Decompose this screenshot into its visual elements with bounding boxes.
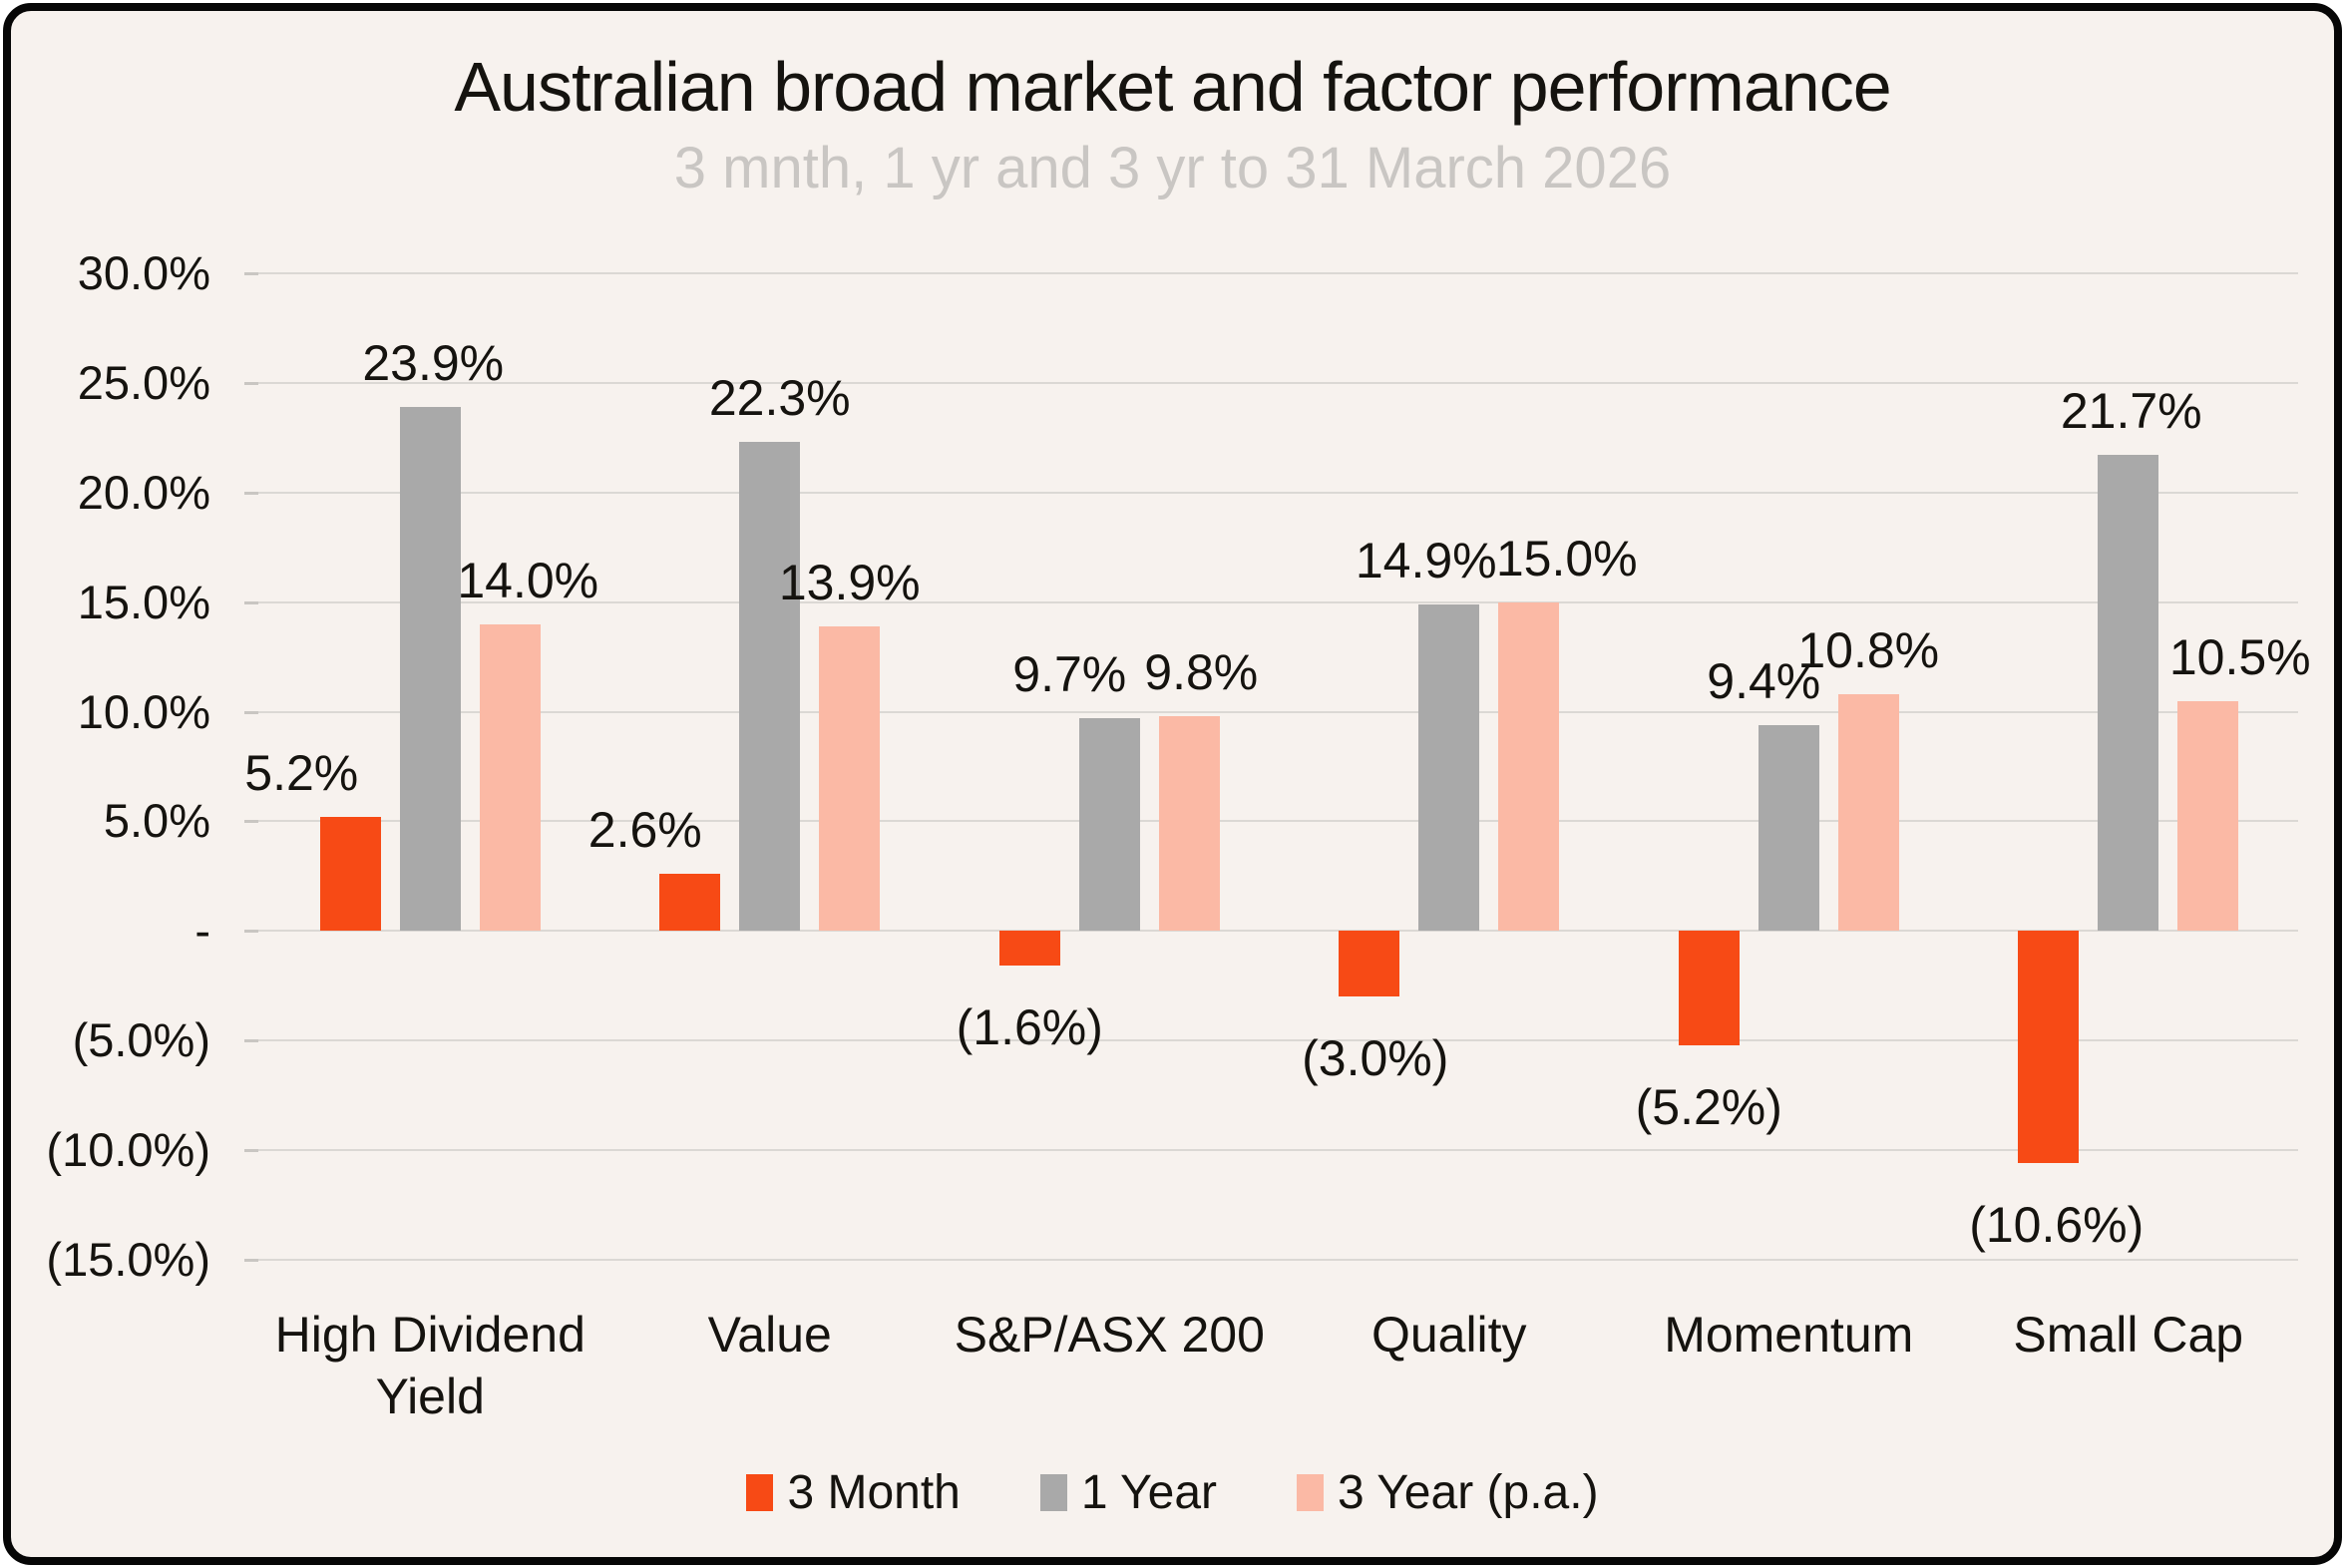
data-label: (1.6%) [956,999,1103,1056]
x-axis-category-label: S&P/ASX 200 [954,1307,1265,1363]
x-axis-category-label: Small Cap [2013,1307,2244,1363]
data-label: 23.9% [362,335,505,392]
x-axis-category-label: Value [707,1307,832,1363]
x-axis-category-label: High Dividend Yield [274,1307,586,1424]
bar-3-month [319,817,381,932]
plot-area: 30.0% 25.0% 20.0% 15.0% 10.0% 5.0% - (5.0%) (10.… [11,11,2345,1568]
y-axis-tick-label: - [195,904,210,958]
bar-1-year [399,407,461,932]
y-axis-tick-label: 25.0% [77,355,210,409]
bar-1-year [1078,718,1140,932]
chart-card: Australian broad market and factor perfo… [3,3,2342,1565]
data-label: 2.6% [587,802,702,859]
x-axis-category-label: Momentum [1664,1307,1914,1363]
legend-swatch [1297,1474,1325,1511]
data-label: 21.7% [2060,383,2202,440]
legend-label: 1 Year [1080,1466,1218,1519]
legend-item: 1 Year [1039,1465,1218,1520]
y-axis-tick [244,710,258,714]
x-axis-category-label: Quality [1370,1307,1527,1363]
bar-1-year [1758,724,1819,932]
data-label: (5.2%) [1635,1078,1782,1135]
gridline [258,1258,2298,1261]
bar-1-year [2098,455,2159,932]
y-axis-tick [244,491,258,495]
y-axis-tick [244,930,258,934]
bar-3-month [1339,931,1400,997]
gridline [258,381,2298,384]
gridline [258,491,2298,494]
data-label: 9.8% [1144,643,1259,700]
bar-3-month [998,931,1060,967]
data-label: 10.8% [1797,621,1940,678]
legend: 3 Month 1 Year 3 Year (p.a.) [11,1465,2334,1520]
y-axis-tick-label: (10.0%) [46,1123,210,1177]
y-axis-tick-label: (5.0%) [72,1013,210,1067]
y-axis-tick [244,271,258,275]
y-axis-tick-label: 10.0% [77,684,210,738]
legend-label: 3 Year (p.a.) [1338,1466,1599,1519]
bar-3-year-p-a- [819,625,881,932]
data-label: 9.7% [1012,646,1127,703]
data-label: (10.6%) [1969,1197,2145,1254]
data-label: 14.9% [1355,532,1497,588]
y-axis-tick [244,1149,258,1153]
data-label: 14.0% [457,552,599,608]
y-axis-tick [244,1039,258,1043]
bar-3-year-p-a- [2177,700,2239,932]
y-axis-tick [244,1258,258,1262]
bar-3-year-p-a- [1498,601,1560,932]
legend-item: 3 Year (p.a.) [1297,1465,1599,1520]
y-axis-tick-label: (15.0%) [46,1232,210,1286]
chart-subtitle: 3 mnth, 1 yr and 3 yr to 31 March 2026 [673,136,1672,200]
data-label: 13.9% [778,554,921,610]
y-axis-tick [244,381,258,385]
gridline [258,710,2298,713]
bar-3-year-p-a- [479,623,541,932]
data-label: 10.5% [2168,628,2311,685]
y-axis-tick-label: 15.0% [77,575,210,628]
y-axis-tick-label: 5.0% [103,794,210,848]
y-axis-tick-label: 20.0% [77,465,210,519]
legend-swatch [1039,1474,1067,1511]
chart-title: Australian broad market and factor perfo… [454,48,1891,126]
bar-1-year [1418,603,1480,932]
gridline [258,1149,2298,1152]
bar-1-year [739,442,801,932]
legend-swatch [746,1474,774,1511]
data-label: (3.0%) [1302,1030,1449,1087]
data-label: 9.4% [1707,652,1821,709]
data-label: 5.2% [244,745,359,801]
gridline [258,1039,2298,1042]
data-label: 15.0% [1495,530,1638,587]
gridline [258,930,2298,933]
bar-3-year-p-a- [1158,715,1220,932]
bar-3-month [1678,931,1740,1045]
gridline [258,271,2298,274]
data-label: 22.3% [708,370,851,427]
y-axis-tick [244,820,258,824]
legend-label: 3 Month [787,1466,961,1519]
gridline [258,600,2298,603]
bar-3-year-p-a- [1837,693,1899,932]
y-axis-tick [244,600,258,604]
y-axis-tick-label: 30.0% [77,245,210,299]
bar-3-month [2018,931,2080,1164]
bar-3-month [659,874,721,932]
legend-item: 3 Month [746,1465,961,1520]
gridline [258,820,2298,823]
